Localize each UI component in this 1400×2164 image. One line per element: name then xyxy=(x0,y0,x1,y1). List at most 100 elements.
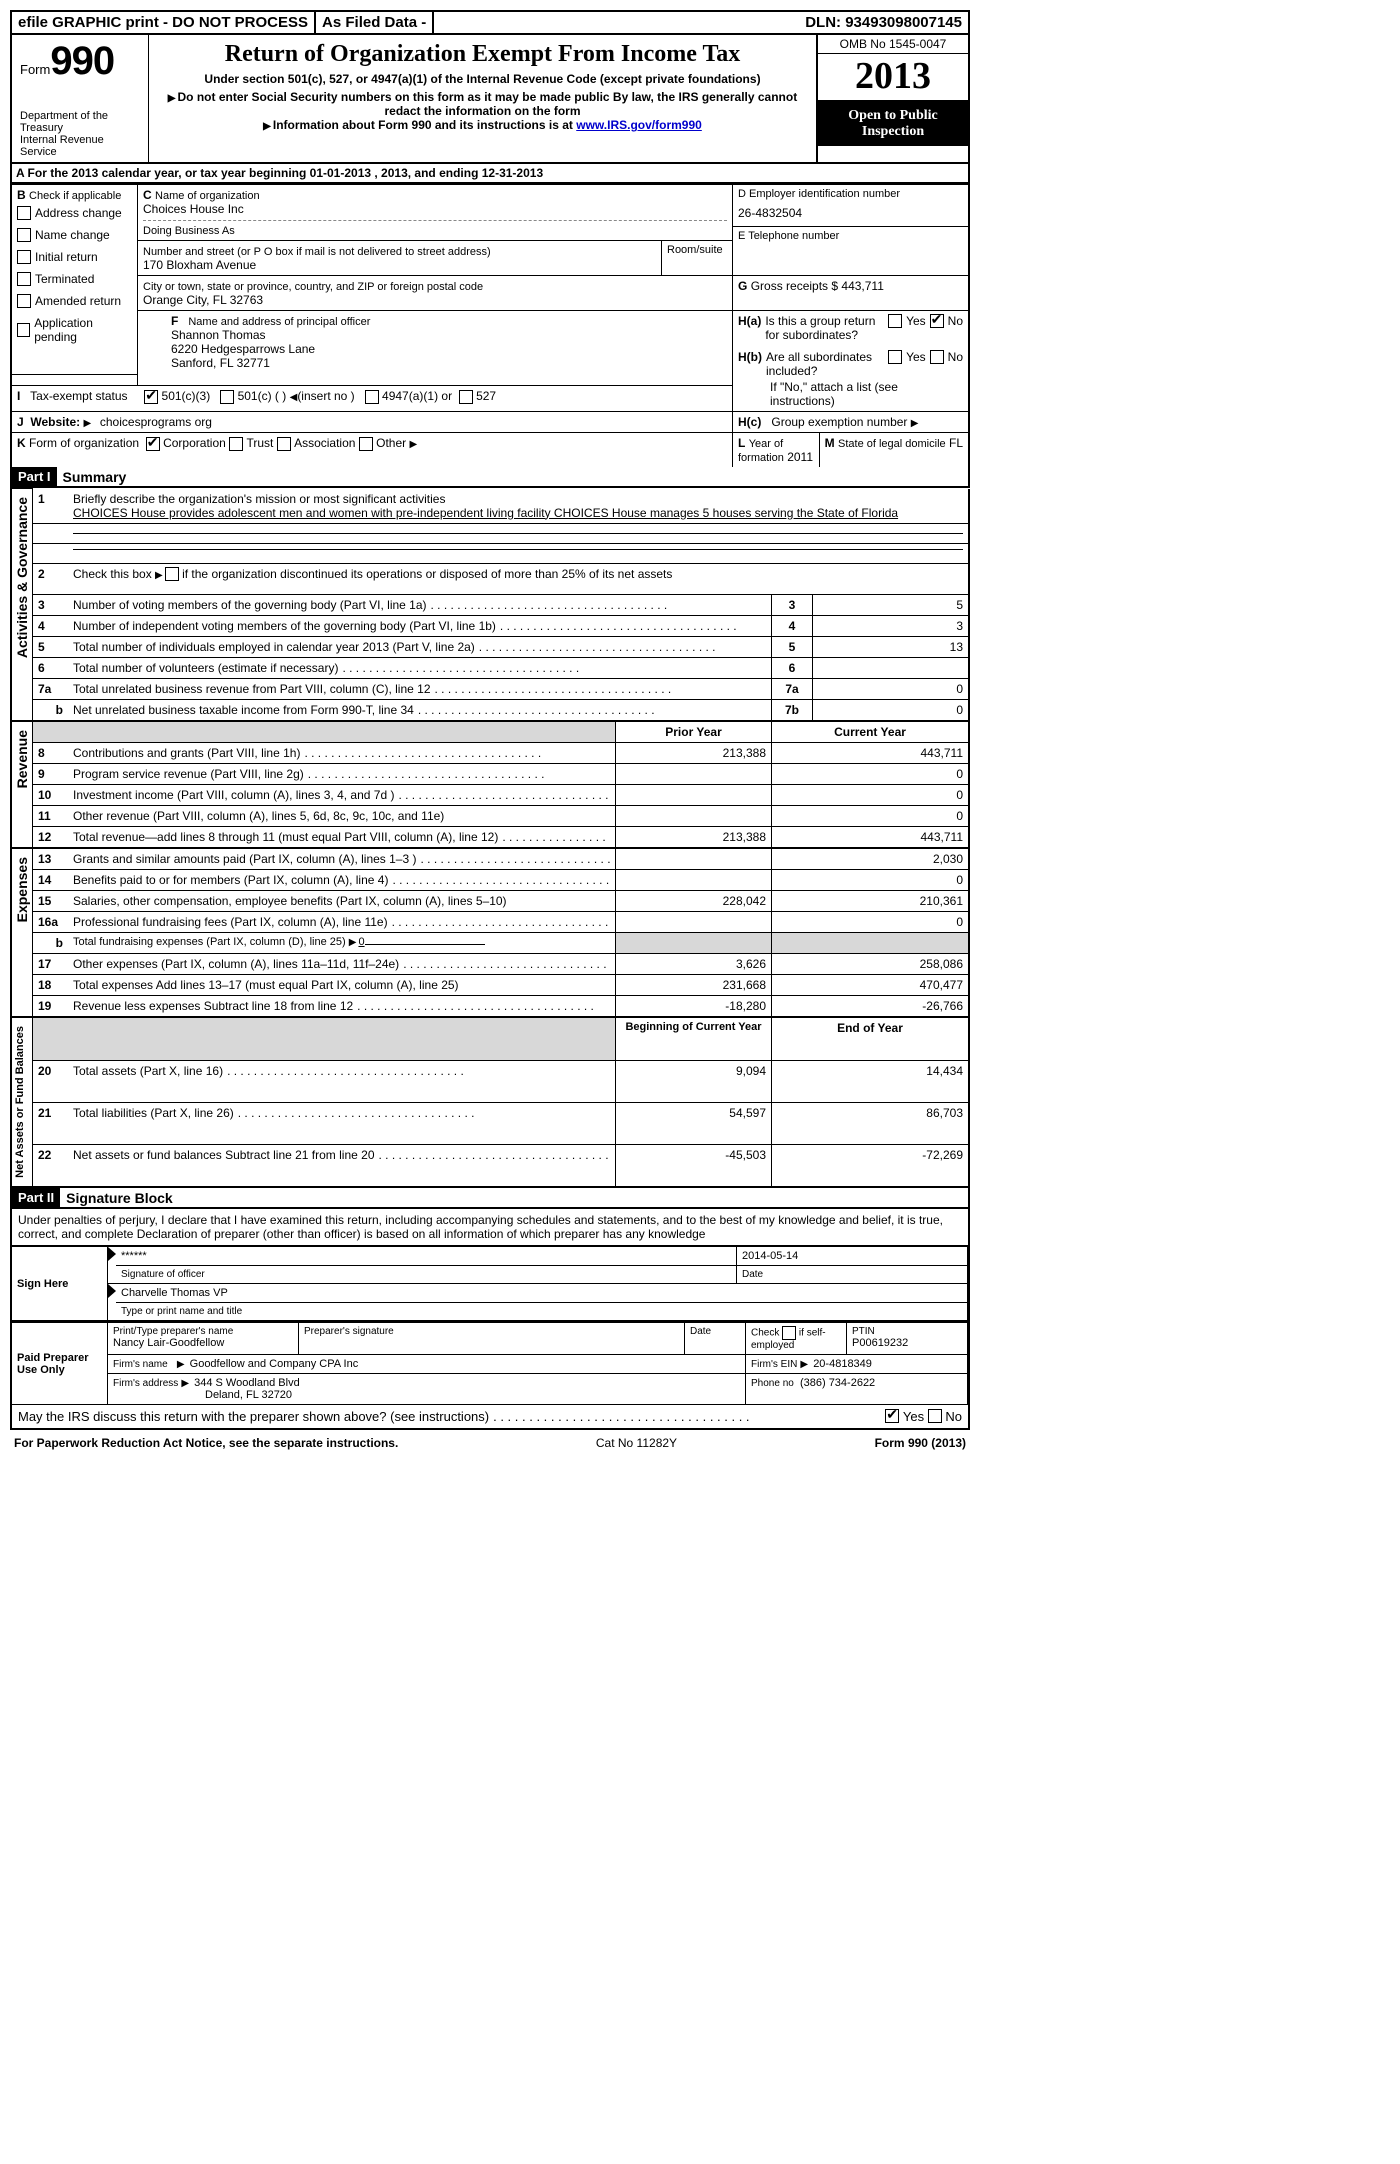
sig-date: 2014-05-14 xyxy=(737,1247,968,1266)
cb-terminated[interactable]: Terminated xyxy=(17,268,132,290)
label-d: D Employer identification number xyxy=(738,188,963,200)
header-left: Form990 Department of the Treasury Inter… xyxy=(12,35,149,162)
preparer-table: Paid Preparer Use Only Print/Type prepar… xyxy=(12,1321,968,1405)
gov-row-5: 5 Total number of individuals employed i… xyxy=(11,637,969,658)
hdr-current: Current Year xyxy=(772,721,970,743)
row-i: I Tax-exempt status 501(c)(3) 501(c) ( )… xyxy=(11,386,733,412)
name-label: Name of organization xyxy=(155,190,260,202)
summary-table: Activities & Governance 1 Briefly descri… xyxy=(10,488,970,1188)
cb-app-pending[interactable]: Application pending xyxy=(17,312,132,348)
top-bar: efile GRAPHIC print - DO NOT PROCESS As … xyxy=(10,10,970,35)
state-label: State of legal domicile xyxy=(838,438,946,450)
prep-date-label: Date xyxy=(685,1322,746,1355)
header-right: OMB No 1545-0047 2013 Open to Public Ins… xyxy=(816,35,968,162)
cb-4947[interactable] xyxy=(365,390,379,404)
section-f: F Name and address of principal officer … xyxy=(138,311,733,386)
cb-assoc[interactable] xyxy=(277,437,291,451)
officer-addr2: Sanford, FL 32771 xyxy=(171,356,270,370)
hdr-end: End of Year xyxy=(772,1017,970,1060)
cb-other[interactable] xyxy=(359,437,373,451)
cb-self-emp[interactable] xyxy=(782,1326,796,1340)
form-number: Form990 xyxy=(20,39,140,84)
label-c: C xyxy=(143,188,152,202)
form-subtitle: Under section 501(c), 527, or 4947(a)(1)… xyxy=(157,72,808,86)
ha-yes-cb[interactable] xyxy=(888,314,902,328)
website: choicesprograms org xyxy=(100,415,212,429)
firm-ein: Firm's EIN 20-4818349 xyxy=(746,1355,968,1374)
firm-phone: Phone no (386) 734-2622 xyxy=(746,1374,968,1405)
prep-check: Check if self-employed xyxy=(746,1322,847,1355)
cb-initial-return[interactable]: Initial return xyxy=(17,246,132,268)
label-b: B xyxy=(17,188,26,202)
label-j: J xyxy=(17,415,24,429)
sign-here-label: Sign Here xyxy=(12,1247,108,1321)
hb-no-cb[interactable] xyxy=(930,350,944,364)
mission-text: CHOICES House provides adolescent men an… xyxy=(73,506,898,520)
firm-name: Firm's name Goodfellow and Company CPA I… xyxy=(108,1355,746,1374)
ein: 26-4832504 xyxy=(738,200,963,226)
section-c-addr: Number and street (or P O box if mail is… xyxy=(138,241,662,276)
line-2: Check this box if the organization disco… xyxy=(68,563,969,595)
discuss-yes: Yes xyxy=(903,1409,924,1424)
org-name: Choices House Inc xyxy=(143,202,244,216)
cb-501c3[interactable] xyxy=(144,390,158,404)
part2-badge: Part II xyxy=(12,1188,60,1207)
exp-row-14: 14Benefits paid to or for members (Part … xyxy=(11,870,969,891)
line-2-num: 2 xyxy=(33,563,69,595)
label-k: K xyxy=(17,436,26,450)
rev-row-9: 9Program service revenue (Part VIII, lin… xyxy=(11,764,969,785)
ha-no: No xyxy=(948,314,963,328)
section-c-name: C Name of organization Choices House Inc… xyxy=(138,185,733,241)
ha-text: Is this a group return for subordinates? xyxy=(765,314,884,342)
gov-row-6: 6 Total number of volunteers (estimate i… xyxy=(11,658,969,679)
dept-treasury: Department of the Treasury xyxy=(20,110,140,134)
tax-year: 2013 xyxy=(818,54,968,102)
hc-text: Group exemption number xyxy=(771,415,907,429)
label-ha: H(a) xyxy=(738,314,761,328)
exp-row-19: 19Revenue less expenses Subtract line 18… xyxy=(11,996,969,1018)
date-label: Date xyxy=(737,1266,968,1284)
check-applicable: Check if applicable xyxy=(29,190,121,202)
rev-row-12: 12Total revenue—add lines 8 through 11 (… xyxy=(11,827,969,849)
cb-trust[interactable] xyxy=(229,437,243,451)
cb-527[interactable] xyxy=(459,390,473,404)
state: FL xyxy=(949,436,963,450)
gov-row-7a: 7a Total unrelated business revenue from… xyxy=(11,679,969,700)
sig-label: Signature of officer xyxy=(116,1266,737,1284)
ha-no-cb[interactable] xyxy=(930,314,944,328)
discuss-text: May the IRS discuss this return with the… xyxy=(18,1409,493,1424)
city-label: City or town, state or province, country… xyxy=(143,281,483,293)
irs-label: Internal Revenue Service xyxy=(20,134,140,158)
gross-receipts: 443,711 xyxy=(841,279,884,293)
hb-no: No xyxy=(948,350,963,364)
cb-501c[interactable] xyxy=(220,390,234,404)
perjury-text: Under penalties of perjury, I declare th… xyxy=(12,1209,968,1246)
calendar-year-row: A For the 2013 calendar year, or tax yea… xyxy=(10,164,970,184)
cb-address-change[interactable]: Address change xyxy=(17,202,132,224)
ptin: PTIN P00619232 xyxy=(847,1322,968,1355)
line-1: Briefly describe the organization's miss… xyxy=(68,489,969,524)
label-e: E Telephone number xyxy=(733,226,968,245)
irs-link[interactable]: www.IRS.gov/form990 xyxy=(576,118,702,132)
cb-discontinued[interactable] xyxy=(165,567,179,581)
officer-label: Name and address of principal officer xyxy=(188,316,370,328)
form-title: Return of Organization Exempt From Incom… xyxy=(157,41,808,68)
discuss-yes-cb[interactable] xyxy=(885,1409,899,1423)
footer-mid: Cat No 11282Y xyxy=(596,1436,677,1450)
hb-yes-cb[interactable] xyxy=(888,350,902,364)
cb-amended[interactable]: Amended return xyxy=(17,290,132,312)
dln-label: DLN: xyxy=(805,14,841,31)
cb-name-change[interactable]: Name change xyxy=(17,224,132,246)
na-row-20: 20Total assets (Part X, line 16)9,09414,… xyxy=(11,1060,969,1102)
gov-row-4: 4 Number of independent voting members o… xyxy=(11,616,969,637)
discuss-no-cb[interactable] xyxy=(928,1409,942,1423)
section-hc: H(c) Group exemption number xyxy=(733,412,970,433)
signature-block: Under penalties of perjury, I declare th… xyxy=(10,1209,970,1430)
exp-row-16a: 16aProfessional fundraising fees (Part I… xyxy=(11,912,969,933)
part2-title: Signature Block xyxy=(60,1190,173,1206)
side-revenue: Revenue xyxy=(12,722,32,796)
na-row-22: 22Net assets or fund balances Subtract l… xyxy=(11,1144,969,1187)
hb-yes: Yes xyxy=(906,350,926,364)
cb-corp[interactable] xyxy=(146,437,160,451)
line2-label: Check this box xyxy=(73,567,152,581)
